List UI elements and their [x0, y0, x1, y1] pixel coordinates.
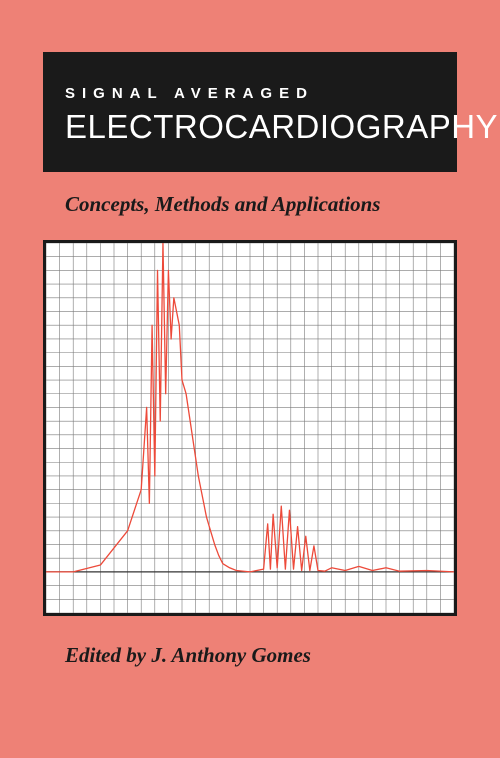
ecg-chart-svg	[46, 243, 454, 613]
ecg-chart	[43, 240, 457, 616]
main-title: ELECTROCARDIOGRAPHY	[65, 108, 457, 146]
title-block: SIGNAL AVERAGED ELECTROCARDIOGRAPHY	[43, 52, 457, 172]
subtitle: Concepts, Methods and Applications	[65, 192, 380, 217]
editor-line: Edited by J. Anthony Gomes	[65, 643, 311, 668]
surtitle: SIGNAL AVERAGED	[65, 85, 457, 102]
